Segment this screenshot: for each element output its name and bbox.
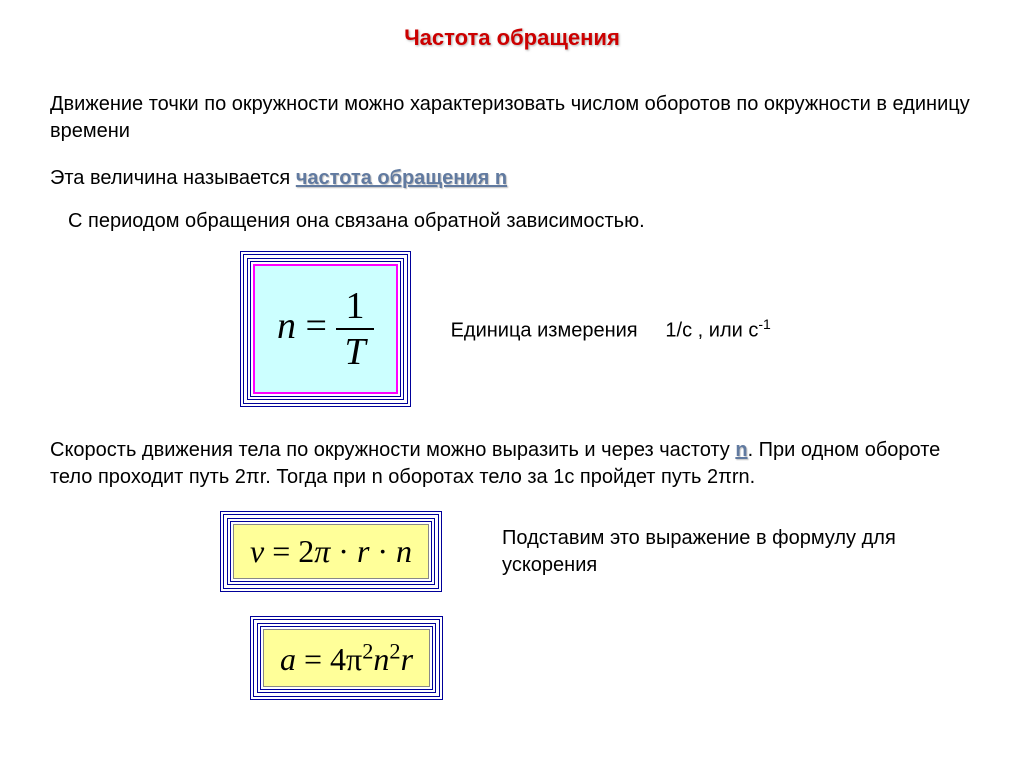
accel-lhs: a [280,641,296,677]
formula-frequency-box: n = 1 T [240,251,411,407]
formula-velocity: v = 2π · r · n [250,533,412,569]
formula-acceleration: a = 4π2n2r [280,641,413,677]
velocity-text-pre: Скорость движения тела по окружности мож… [50,439,735,461]
term-frequency: частота обращения n [296,167,507,189]
formula-frequency-row: n = 1 T Единица измерения 1/с , или с-1 [240,251,974,407]
formula-velocity-box: v = 2π · r · n [220,511,442,592]
formula-accel-row: a = 4π2n2r [250,616,974,700]
velocity-term-n: n [735,439,747,461]
paragraph-term: Эта величина называется частота обращени… [50,165,974,192]
formula-frequency: n = 1 T [277,305,374,347]
formula-accel-box: a = 4π2n2r [250,616,443,700]
page-title: Частота обращения [50,25,974,51]
accel-exp2: 2 [389,638,400,663]
velocity-side-text: Подставим это выражение в формулу для ус… [502,525,902,579]
formula-velocity-row: v = 2π · r · n Подставим это выражение в… [220,511,974,592]
accel-exp1: 2 [362,638,373,663]
accel-end: r [401,641,413,677]
accel-mid: n [373,641,389,677]
paragraph-velocity: Скорость движения тела по окружности мож… [50,437,974,491]
formula-numerator: 1 [336,284,373,330]
formula-lhs: n [277,305,296,347]
term-prefix: Эта величина называется [50,167,296,189]
paragraph-relation: С периодом обращения она связана обратно… [68,208,974,235]
unit-label: Единица измерения [451,319,638,341]
unit-exponent: -1 [758,316,770,332]
unit-label-block: Единица измерения 1/с , или с-1 [451,316,771,343]
paragraph-definition: Движение точки по окружности можно харак… [50,91,974,145]
formula-denominator: T [336,330,373,374]
accel-pre: 4π [330,641,362,677]
unit-value: 1/с , или с [665,319,758,341]
